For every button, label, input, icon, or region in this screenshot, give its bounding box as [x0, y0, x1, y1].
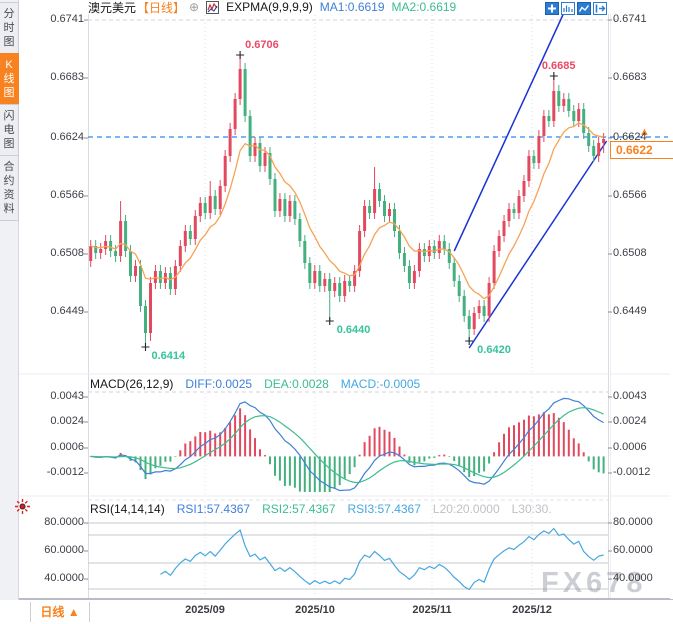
- high-price-annotation: 0.6706: [245, 39, 279, 51]
- price-axis-label-right: 0.6449: [613, 305, 647, 317]
- sidebar-tab-kline[interactable]: K线图: [0, 53, 19, 105]
- rsi-name: RSI(14,14,14): [90, 502, 165, 516]
- sidebar: 分时图 K线图 闪电图 合约资料: [0, 0, 19, 600]
- rsi-axis-label-left: 80.0000: [44, 516, 84, 528]
- macd-axis-label-right: -0.0012: [613, 466, 651, 478]
- price-axis-label-right: 0.6683: [613, 71, 647, 83]
- chart-header: 澳元美元 【日线】 ⊕ EXPMA(9,9,9,9) MA1:0.6619 MA2:…: [88, 0, 457, 15]
- move-tool-icon[interactable]: [545, 2, 559, 15]
- macd-axis-label-right: 0.0006: [613, 441, 647, 453]
- period-tag: 【日线】: [137, 0, 186, 15]
- rsi-axis-label-right: 40.0000: [613, 572, 653, 584]
- low-price-annotation: 0.6420: [477, 344, 511, 356]
- price-axis-label-left: 0.6741: [50, 13, 84, 25]
- exit-icon[interactable]: [593, 2, 607, 15]
- date-axis-label: 2025/12: [512, 604, 552, 616]
- price-axis-label-left: 0.6449: [50, 305, 84, 317]
- rsi-axis-label-right: 60.0000: [613, 544, 653, 556]
- macd-dea-value: DEA:0.0028: [264, 377, 329, 391]
- price-arrow-icon: ▲: [639, 126, 650, 138]
- rsi-axis-label-right: 80.0000: [613, 516, 653, 528]
- price-axis-label-right: 0.6624: [613, 131, 647, 143]
- rsi-header: RSI(14,14,14) RSI1:57.4367 RSI2:57.4367 …: [90, 502, 552, 516]
- sidebar-tab-lightning[interactable]: 闪电图: [0, 104, 19, 156]
- price-axis-label-left: 0.6683: [50, 71, 84, 83]
- chart-toolbar: [545, 2, 607, 15]
- macd-axis-label-right: 0.0024: [613, 415, 647, 427]
- macd-axis-label-left: -0.0012: [46, 466, 84, 478]
- low-price-annotation: 0.6440: [336, 324, 371, 336]
- expma-chip-icon: [206, 0, 220, 14]
- macd-axis-label-left: 0.0043: [50, 390, 84, 402]
- rsi3-value: RSI3:57.4367: [347, 502, 421, 516]
- ma1-value: MA1:0.6619: [319, 0, 385, 14]
- macd-axis-label-left: 0.0006: [50, 441, 84, 453]
- axis-scale-icon[interactable]: [561, 2, 575, 15]
- high-price-annotation: 0.6685: [541, 60, 576, 72]
- live-blink-icon: [14, 498, 31, 520]
- macd-hist-value: MACD:-0.0005: [340, 377, 421, 391]
- macd-name: MACD(26,12,9): [90, 377, 174, 391]
- macd-axis-label-right: 0.0043: [613, 390, 647, 402]
- price-axis-label-right: 0.6566: [613, 189, 647, 201]
- rsi2-value: RSI2:57.4367: [262, 502, 336, 516]
- watermark: FX678: [541, 567, 647, 599]
- ma2-value: MA2:0.6619: [391, 0, 457, 14]
- price-axis-label-left: 0.6624: [50, 131, 84, 143]
- current-price-box: 0.6622: [610, 141, 673, 159]
- macd-header: MACD(26,12,9) DIFF:0.0025 DEA:0.0028 MAC…: [90, 377, 420, 391]
- macd-diff-value: DIFF:0.0025: [185, 377, 253, 391]
- indicator-label: EXPMA(9,9,9,9): [226, 0, 313, 14]
- low-price-annotation: 0.6414: [151, 350, 186, 362]
- rsi-l30-value: L30:30.: [511, 502, 552, 516]
- rsi-axis-label-left: 60.0000: [44, 544, 84, 556]
- sidebar-tab-contract-info[interactable]: 合约资料: [0, 155, 19, 221]
- price-axis-label-left: 0.6566: [50, 189, 84, 201]
- date-axis-label: 2025/11: [412, 604, 452, 616]
- price-axis-label-left: 0.6508: [50, 247, 84, 259]
- rsi1-value: RSI1:57.4367: [176, 502, 251, 516]
- macd-axis-label-left: 0.0024: [50, 415, 84, 427]
- date-axis-label: 2025/10: [295, 604, 335, 616]
- rsi-l20-value: L20:20.0000: [432, 502, 500, 516]
- rsi-axis-label-left: 40.0000: [44, 572, 84, 584]
- price-axis-label-right: 0.6741: [613, 13, 647, 25]
- add-indicator-icon[interactable]: ⊕: [189, 0, 200, 14]
- bottom-axis-bar: 日线 ▲: [19, 599, 673, 624]
- period-selector[interactable]: 日线 ▲: [30, 602, 90, 622]
- price-axis-label-right: 0.6508: [613, 247, 647, 259]
- chart-panel-icon[interactable]: [577, 2, 591, 15]
- symbol-name: 澳元美元: [88, 0, 137, 15]
- date-axis-label: 2025/09: [185, 604, 225, 616]
